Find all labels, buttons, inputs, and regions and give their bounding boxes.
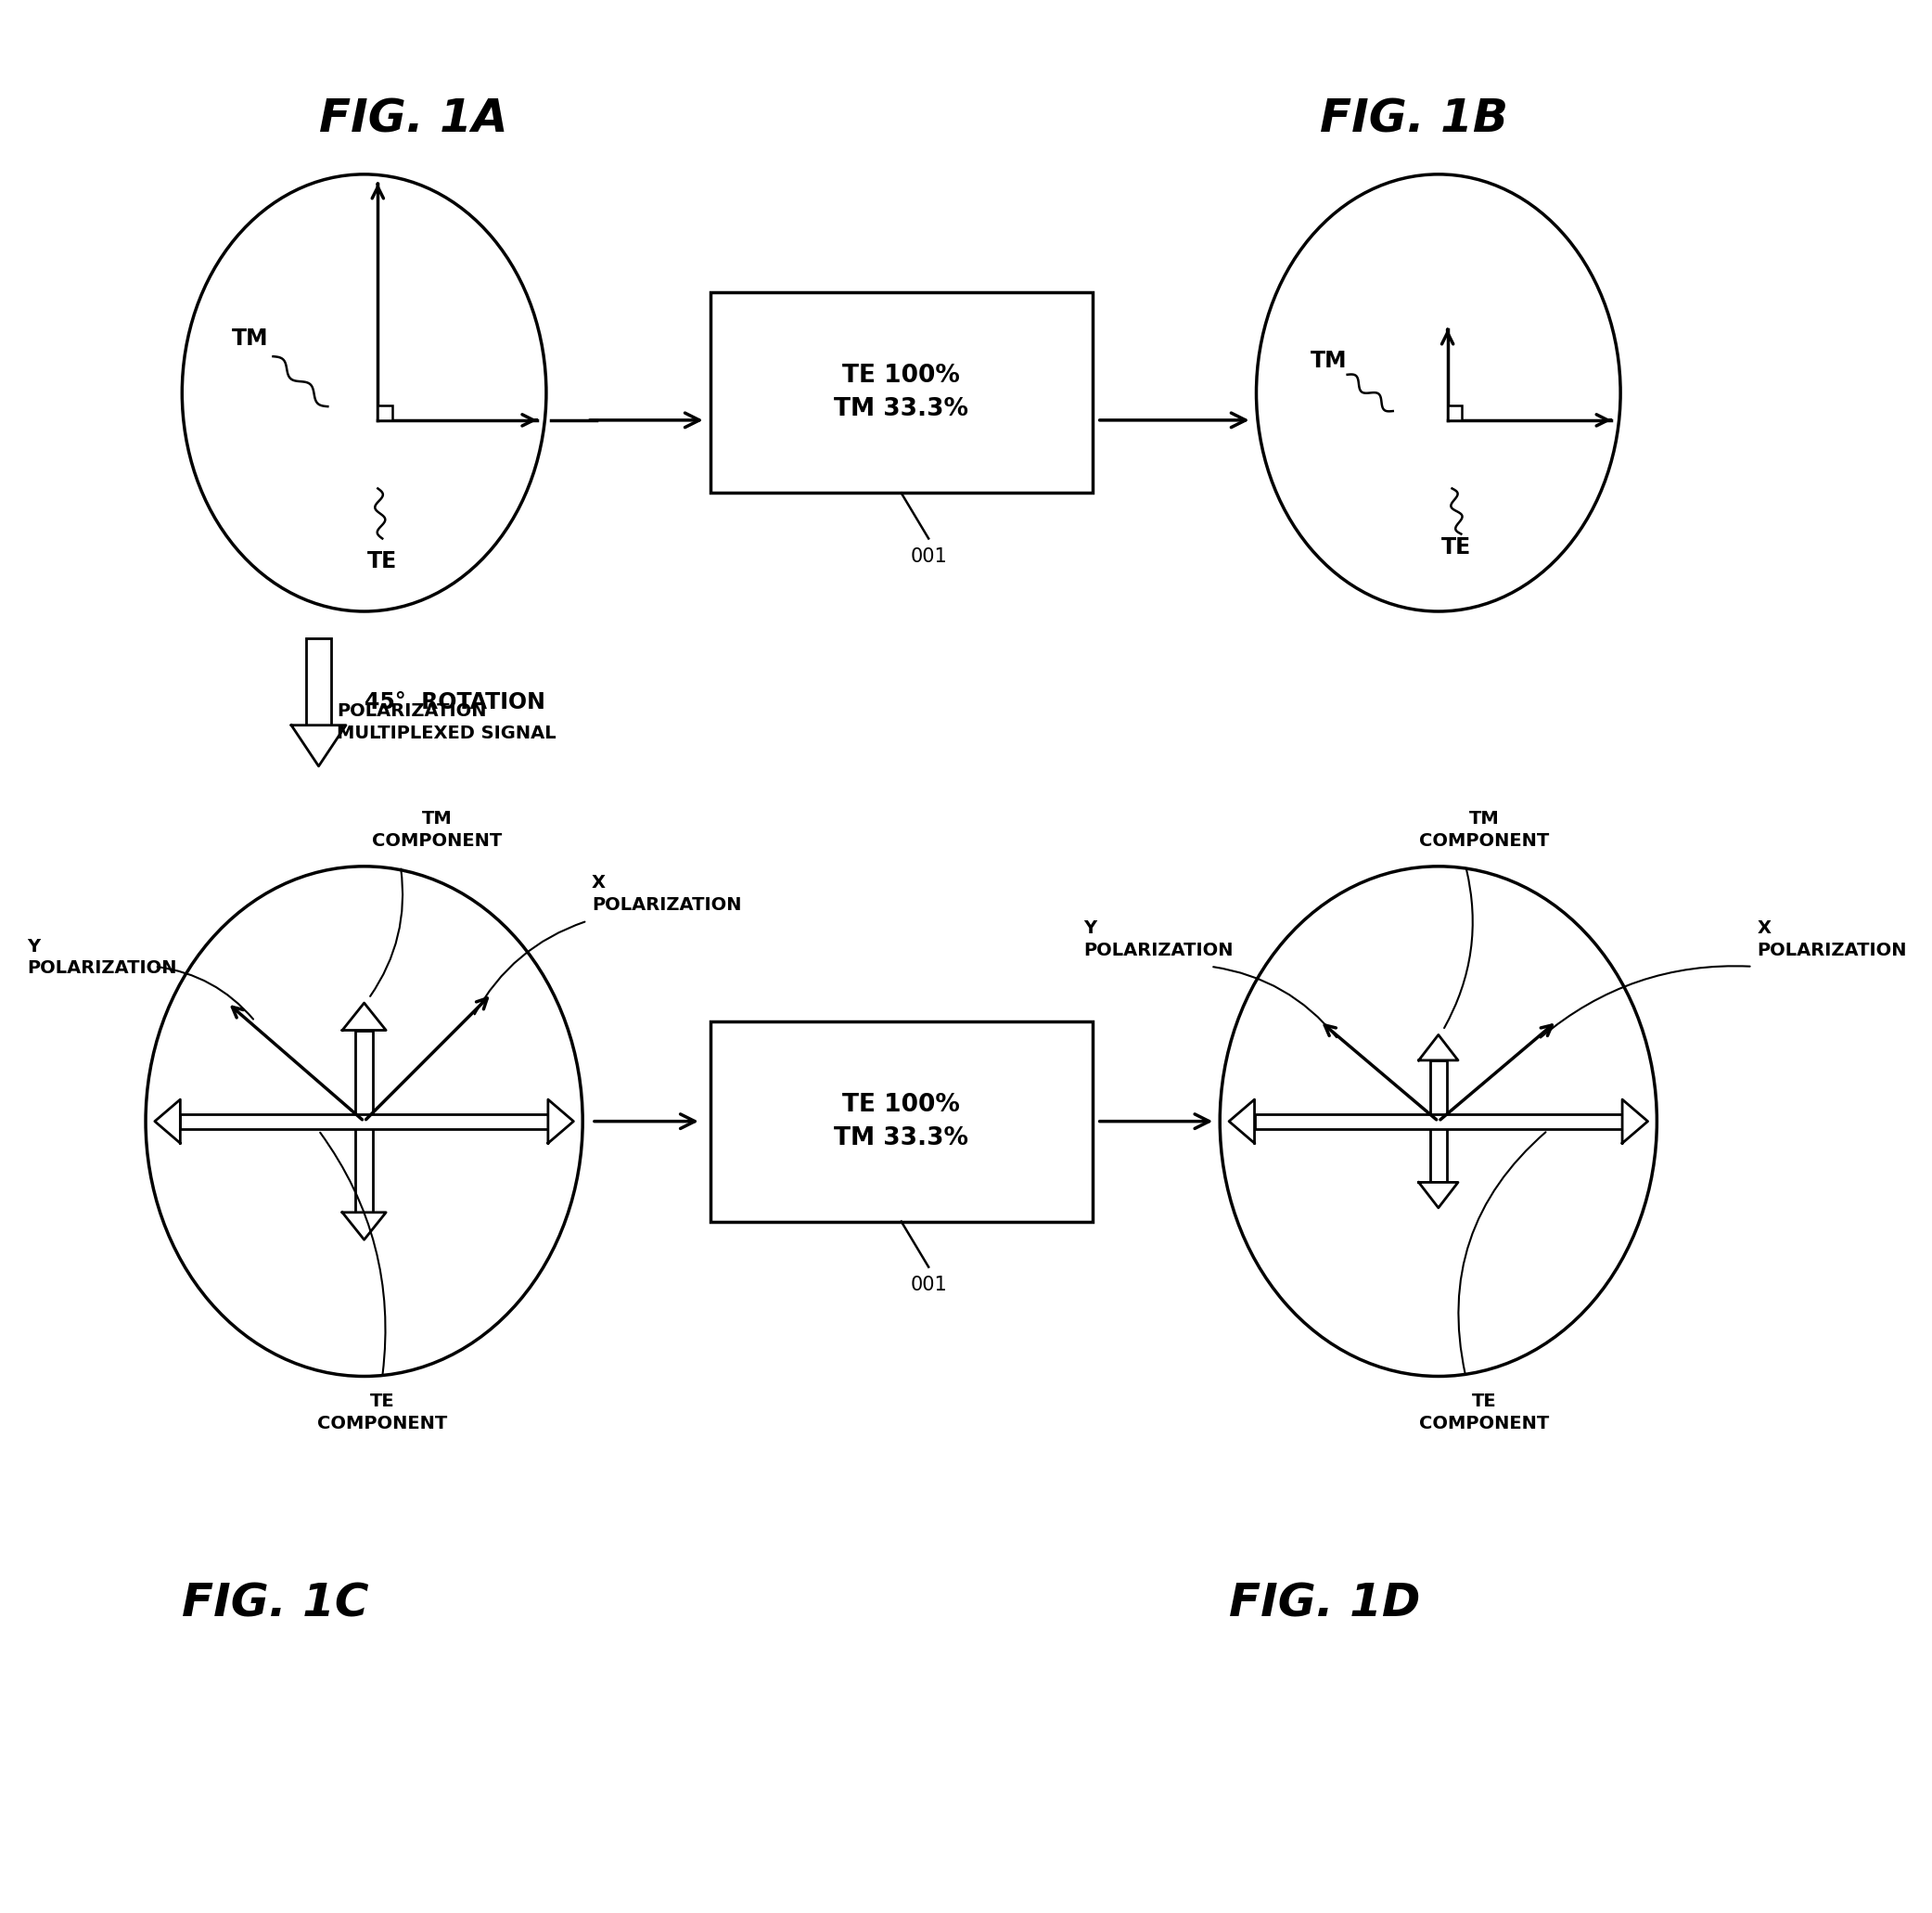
Text: TM: TM [1310, 350, 1347, 373]
FancyArrowPatch shape [1213, 966, 1337, 1037]
Text: TE 100%
TM 33.3%: TE 100% TM 33.3% [835, 1092, 968, 1150]
FancyArrowPatch shape [1445, 869, 1472, 1027]
Text: Y
POLARIZATION: Y POLARIZATION [1084, 920, 1233, 958]
Text: TM: TM [232, 327, 269, 350]
Polygon shape [1229, 1100, 1254, 1144]
FancyArrowPatch shape [321, 1132, 384, 1374]
FancyArrowPatch shape [475, 922, 585, 1014]
FancyArrowPatch shape [1459, 1132, 1546, 1374]
FancyArrowPatch shape [1540, 966, 1750, 1037]
Bar [379, 406, 392, 421]
Text: TE: TE [367, 551, 398, 572]
FancyArrowPatch shape [371, 869, 402, 997]
Text: 001: 001 [910, 547, 947, 566]
Text: POLARIZATION
MULTIPLEXED SIGNAL: POLARIZATION MULTIPLEXED SIGNAL [336, 702, 556, 742]
Polygon shape [292, 725, 346, 767]
Bar [1430, 1060, 1447, 1182]
Bar [711, 1022, 1092, 1222]
Text: TM
COMPONENT: TM COMPONENT [1418, 811, 1549, 849]
Text: TE
COMPONENT: TE COMPONENT [1418, 1393, 1549, 1433]
Text: TM
COMPONENT: TM COMPONENT [373, 811, 502, 849]
FancyArrowPatch shape [156, 966, 253, 1020]
Text: 001: 001 [910, 1276, 947, 1295]
Text: FIG. 1D: FIG. 1D [1229, 1582, 1420, 1626]
Bar [305, 639, 332, 725]
Bar [355, 1031, 373, 1213]
Text: FIG. 1C: FIG. 1C [182, 1582, 369, 1626]
Polygon shape [1418, 1182, 1459, 1207]
Polygon shape [155, 1100, 180, 1144]
Bar [1447, 406, 1463, 421]
Text: FIG. 1B: FIG. 1B [1320, 98, 1509, 142]
Polygon shape [549, 1100, 574, 1144]
Polygon shape [1418, 1035, 1459, 1060]
Bar [1254, 1113, 1623, 1129]
Text: TE
COMPONENT: TE COMPONENT [317, 1393, 448, 1433]
Text: FIG. 1A: FIG. 1A [319, 98, 508, 142]
Text: X
POLARIZATION: X POLARIZATION [591, 874, 742, 913]
Polygon shape [1623, 1100, 1648, 1144]
Text: TE 100%
TM 33.3%: TE 100% TM 33.3% [835, 363, 968, 421]
Bar [711, 293, 1092, 494]
Polygon shape [342, 1213, 386, 1240]
Text: X
POLARIZATION: X POLARIZATION [1756, 920, 1907, 958]
Text: 45°  ROTATION: 45° ROTATION [363, 691, 545, 714]
Text: Y
POLARIZATION: Y POLARIZATION [27, 937, 178, 978]
Bar [180, 1113, 549, 1129]
Polygon shape [342, 1002, 386, 1031]
Text: TE: TE [1441, 536, 1472, 559]
